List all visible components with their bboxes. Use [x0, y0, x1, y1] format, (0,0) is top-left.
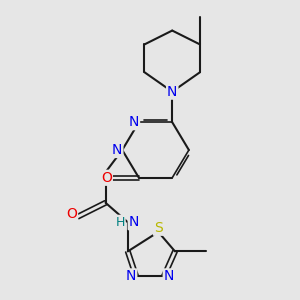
Text: O: O	[101, 171, 112, 185]
Text: H: H	[115, 216, 125, 229]
Text: N: N	[167, 85, 177, 99]
Text: N: N	[164, 269, 174, 284]
Text: N: N	[129, 115, 139, 129]
Text: N: N	[126, 269, 136, 284]
Text: O: O	[66, 207, 77, 221]
Text: S: S	[154, 221, 163, 235]
Text: N: N	[112, 143, 122, 157]
Text: N: N	[129, 215, 139, 229]
